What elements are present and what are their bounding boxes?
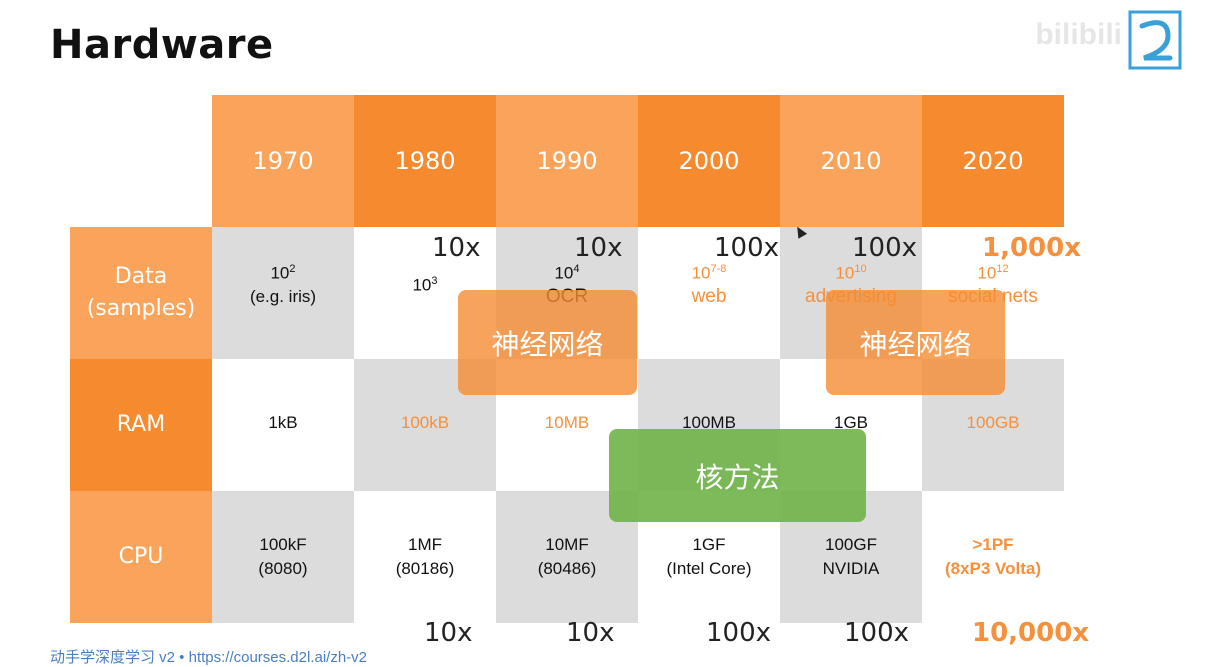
- cell-value: 100kF (8080): [258, 535, 308, 578]
- cell-value: 10MB: [544, 413, 590, 432]
- cpu-growth-multiplier: 10x: [424, 618, 473, 648]
- year-header: 1990: [496, 95, 638, 227]
- cell-value: 1GB: [833, 413, 869, 432]
- cell-base: 10: [554, 263, 574, 283]
- cpu-growth-multiplier: 10x: [566, 618, 615, 648]
- cell-exponent: 4: [573, 262, 580, 275]
- cell-value: 100MB: [682, 413, 736, 432]
- year-header: 1970: [212, 95, 354, 227]
- kernel-methods-label: 核方法: [609, 429, 866, 522]
- row-label: CPU: [70, 491, 212, 623]
- year-header: 2020: [922, 95, 1064, 227]
- table-cell: 100kF (8080): [212, 491, 354, 623]
- data-growth-multiplier: 100x: [714, 233, 780, 263]
- year-header: 2000: [638, 95, 780, 227]
- cell-base: 10: [412, 275, 432, 295]
- row-label: Data (samples): [70, 227, 212, 359]
- row-label: RAM: [70, 359, 212, 491]
- table-cell: >1PF (8xP3 Volta): [922, 491, 1064, 623]
- cell-value: >1PF (8xP3 Volta): [944, 535, 1042, 578]
- cpu-growth-multiplier: 100x: [844, 618, 910, 648]
- cell-value: 1GF (Intel Core): [666, 535, 752, 578]
- neural-network-label-1: 神经网络: [458, 290, 637, 395]
- cell-value: 100kB: [400, 413, 450, 432]
- cell-exponent: 12: [996, 262, 1009, 275]
- table-cell: 1MF (80186): [354, 491, 496, 623]
- data-growth-multiplier: 100x: [852, 233, 918, 263]
- cell-exponent: 2: [289, 262, 296, 275]
- slide-footer: 动手学深度学习 v2 • https://courses.d2l.ai/zh-v…: [50, 649, 368, 666]
- cell-value: 1kB: [268, 413, 298, 432]
- table-cell: 107-8 web: [638, 227, 780, 359]
- year-header: 1980: [354, 95, 496, 227]
- cell-base: 10: [977, 263, 997, 283]
- table-cell: 102 (e.g. iris): [212, 227, 354, 359]
- cell-exponent: 10: [854, 262, 867, 275]
- cpu-growth-multiplier: 10,000x: [972, 618, 1090, 648]
- table-cell: 1kB: [212, 359, 354, 491]
- cell-note: (e.g. iris): [249, 287, 317, 307]
- cell-value: 1MF (80186): [395, 535, 455, 578]
- cell-value: 10MF (80486): [537, 535, 597, 578]
- cell-base: 10: [835, 263, 855, 283]
- data-growth-multiplier: 10x: [432, 233, 481, 263]
- cell-value: 100GF NVIDIA: [822, 535, 880, 578]
- cell-base: 10: [270, 263, 290, 283]
- bilibili-watermark: bilibili: [1035, 18, 1122, 51]
- year-header: 2010: [780, 95, 922, 227]
- cell-value: 103: [412, 269, 437, 298]
- d2l-logo-icon: [1128, 10, 1182, 70]
- cpu-growth-multiplier: 100x: [706, 618, 772, 648]
- cell-exponent: 7-8: [710, 262, 727, 275]
- cell-value: 107-8 web: [692, 257, 727, 310]
- slide-title: Hardware: [50, 22, 274, 68]
- cell-value: 100GB: [966, 413, 1020, 432]
- cell-exponent: 3: [431, 274, 438, 287]
- cell-base: 10: [691, 263, 711, 283]
- cell-note: web: [691, 286, 727, 308]
- neural-network-label-2: 神经网络: [826, 290, 1005, 395]
- data-growth-multiplier: 10x: [574, 233, 623, 263]
- cell-value: 102 (e.g. iris): [250, 257, 316, 310]
- data-growth-multiplier: 1,000x: [982, 233, 1082, 263]
